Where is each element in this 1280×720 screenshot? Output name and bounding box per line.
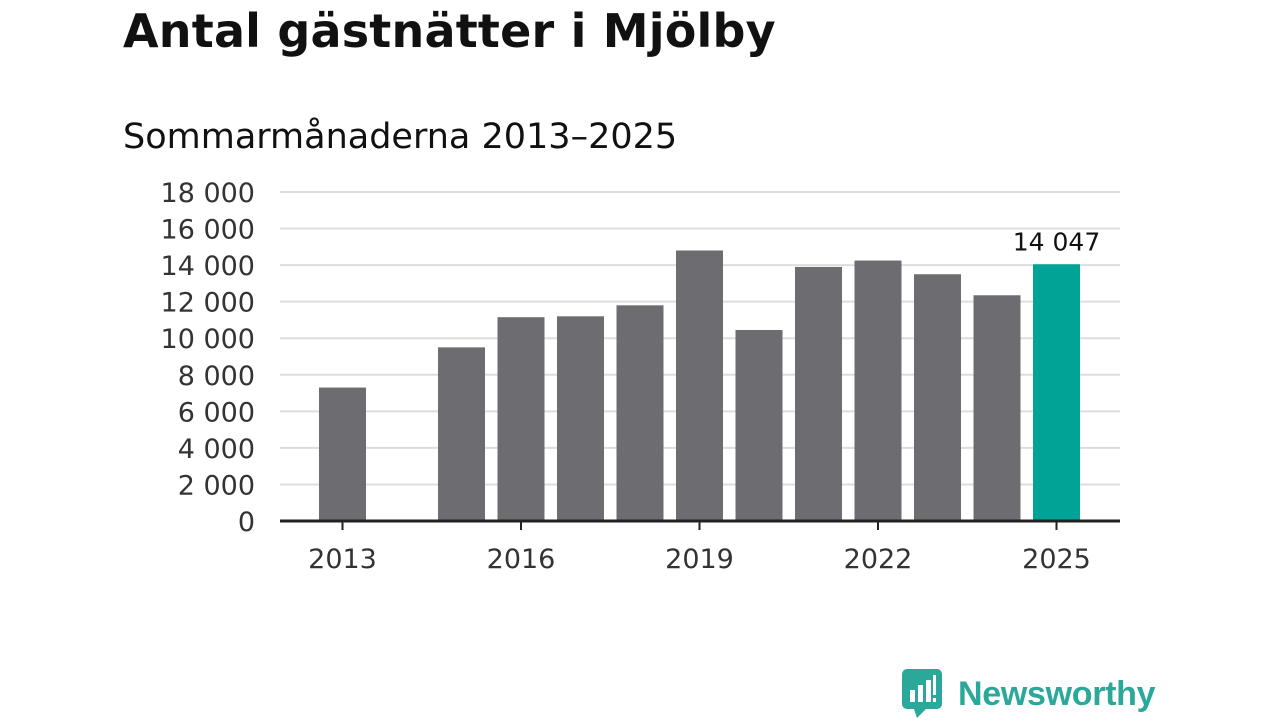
y-tick-label: 18 000 — [161, 178, 255, 209]
x-tick-label: 2013 — [308, 544, 377, 575]
bar — [557, 316, 604, 521]
y-tick-label: 0 — [238, 507, 255, 538]
bar — [735, 329, 783, 521]
bar — [497, 317, 545, 521]
y-tick-label: 10 000 — [161, 324, 255, 355]
bar — [438, 347, 485, 521]
newsworthy-logo: Newsworthy — [902, 669, 1156, 719]
y-tick-label: 2 000 — [178, 470, 255, 501]
bar — [676, 250, 723, 521]
newsworthy-logo-icon — [902, 669, 942, 718]
y-tick-label: 14 000 — [161, 251, 255, 282]
x-tick-label: 2019 — [665, 544, 734, 575]
x-tick-label: 2025 — [1022, 544, 1091, 575]
bar-highlight — [1033, 264, 1080, 521]
y-tick-label: 12 000 — [161, 288, 255, 319]
y-tick-label: 6 000 — [178, 397, 255, 428]
data-label: 14 047 — [1013, 227, 1100, 256]
x-tick-label: 2016 — [487, 544, 556, 575]
y-tick-label: 16 000 — [161, 215, 255, 246]
chart-title: Antal gästnätter i Mjölby — [123, 4, 776, 58]
bar — [973, 295, 1021, 521]
x-tick-label: 2022 — [844, 544, 913, 575]
chart-subtitle: Sommarmånaderna 2013–2025 — [123, 117, 678, 157]
y-tick-label: 4 000 — [178, 434, 255, 465]
y-tick-label: 8 000 — [178, 361, 255, 392]
bar — [319, 387, 366, 521]
bar — [854, 260, 902, 521]
bar — [616, 305, 664, 521]
bar — [914, 274, 961, 521]
bar — [795, 266, 842, 521]
newsworthy-logo-text: Newsworthy — [958, 674, 1156, 713]
